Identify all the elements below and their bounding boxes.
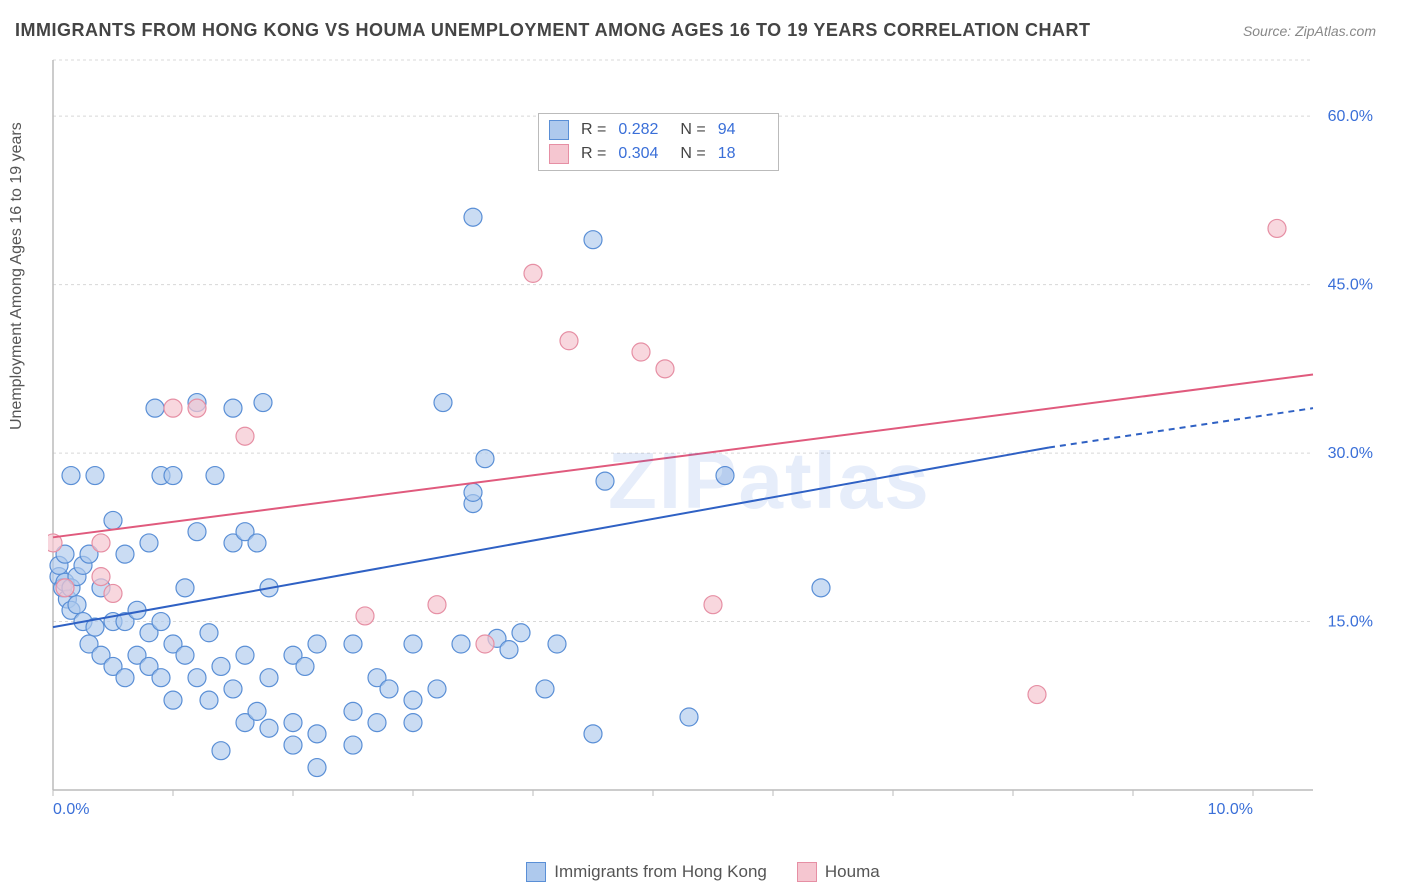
svg-text:10.0%: 10.0% [1208, 801, 1253, 818]
legend-swatch [549, 144, 569, 164]
stats-box: R = 0.282 N = 94 R = 0.304 N = 18 [538, 113, 779, 171]
scatter-chart: 15.0% 30.0% 45.0% 60.0% 0.0% 10.0% ZIPatlas R… [48, 55, 1383, 825]
n-value: 94 [718, 121, 768, 139]
stats-row: R = 0.282 N = 94 [549, 118, 768, 142]
legend-label: Houma [825, 862, 880, 882]
r-label: R = [581, 121, 606, 139]
legend-label: Immigrants from Hong Kong [554, 862, 767, 882]
legend-swatch [549, 120, 569, 140]
legend-item: Immigrants from Hong Kong [526, 862, 767, 882]
legend-swatch [526, 862, 546, 882]
chart-title: IMMIGRANTS FROM HONG KONG VS HOUMA UNEMP… [15, 20, 1091, 41]
svg-text:15.0%: 15.0% [1328, 614, 1373, 631]
r-label: R = [581, 145, 606, 163]
legend-item: Houma [797, 862, 880, 882]
stats-row: R = 0.304 N = 18 [549, 142, 768, 166]
svg-text:45.0%: 45.0% [1328, 277, 1373, 294]
watermark: ZIPatlas [608, 435, 931, 527]
svg-text:0.0%: 0.0% [53, 801, 89, 818]
bottom-legend: Immigrants from Hong Kong Houma [0, 852, 1406, 892]
n-value: 18 [718, 145, 768, 163]
legend-swatch [797, 862, 817, 882]
n-label: N = [680, 145, 705, 163]
r-value: 0.304 [618, 145, 668, 163]
y-axis-label: Unemployment Among Ages 16 to 19 years [8, 122, 26, 430]
svg-text:60.0%: 60.0% [1328, 108, 1373, 125]
n-label: N = [680, 121, 705, 139]
r-value: 0.282 [618, 121, 668, 139]
source-attribution: Source: ZipAtlas.com [1243, 23, 1376, 39]
svg-text:30.0%: 30.0% [1328, 445, 1373, 462]
